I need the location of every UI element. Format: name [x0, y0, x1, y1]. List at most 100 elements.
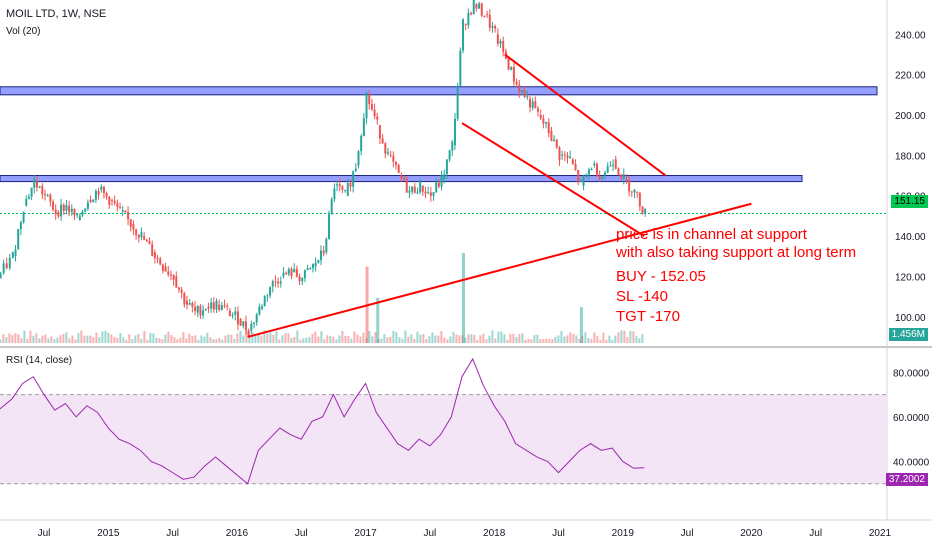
volume-bar [446, 339, 449, 343]
volume-bar [62, 333, 65, 343]
x-tick-label: 2020 [740, 528, 763, 539]
volume-bar [122, 337, 125, 343]
volume-bar [104, 330, 107, 343]
volume-bar [86, 335, 89, 343]
volume-bar [185, 338, 188, 343]
candle [242, 321, 245, 326]
annotation-buy: BUY - 152.05 [616, 268, 706, 285]
volume-bar [155, 337, 158, 343]
volume-bar [629, 330, 632, 343]
volume-bar [515, 337, 518, 343]
volume-bar [500, 331, 503, 343]
volume-bar [203, 336, 206, 343]
volume-bar [545, 338, 548, 343]
volume-bar [431, 332, 434, 343]
x-tick-label: 2019 [612, 528, 635, 539]
candle [255, 314, 258, 323]
volume-bar [458, 335, 461, 343]
candle [94, 191, 97, 200]
candle [57, 211, 60, 217]
candle [156, 258, 159, 260]
candle [44, 194, 46, 196]
candle [19, 222, 22, 230]
candle [539, 115, 542, 119]
volume-bar [476, 339, 479, 343]
volume-bar [557, 335, 560, 343]
candle [330, 199, 333, 215]
candle [587, 169, 590, 175]
volume-bar [8, 333, 11, 343]
x-tick-label: 2021 [869, 528, 892, 539]
volume-bar [593, 332, 596, 343]
candle [301, 278, 304, 282]
candle [212, 302, 215, 310]
volume-bar [368, 331, 371, 343]
volume-bar [326, 335, 329, 343]
volume-bar [191, 335, 194, 343]
volume-bar [107, 332, 110, 343]
volume-bar [257, 333, 260, 343]
candle [520, 89, 523, 93]
candle [472, 0, 475, 15]
volume-bar [551, 338, 554, 343]
y-tick-label: 100.00 [895, 313, 926, 324]
volume-bar [284, 333, 287, 343]
candle [496, 34, 499, 44]
candle [617, 168, 620, 175]
candle [373, 109, 376, 117]
candle [5, 263, 8, 269]
candle [486, 14, 489, 16]
candle [38, 186, 41, 188]
volume-bar [485, 339, 488, 343]
volume-bar [209, 337, 212, 343]
candles [0, 0, 647, 338]
candle [376, 116, 379, 120]
candle [113, 200, 116, 204]
candle [186, 300, 189, 305]
candle [365, 92, 368, 119]
candle [180, 289, 183, 293]
candle [135, 229, 138, 235]
candle [491, 26, 494, 28]
candle [638, 192, 641, 207]
volume-bar [314, 331, 317, 343]
volume-bar [617, 332, 620, 343]
candle [290, 268, 293, 277]
candle [11, 252, 14, 258]
candle [510, 67, 513, 70]
volume-bar [623, 330, 626, 343]
volume-spike [376, 298, 380, 343]
candle [258, 306, 261, 315]
x-tick-label: 2017 [354, 528, 377, 539]
candle [462, 19, 464, 51]
candle [210, 302, 213, 309]
candle [357, 151, 360, 166]
candle [606, 166, 609, 173]
volume-bar [491, 330, 494, 343]
candle [641, 206, 644, 214]
volume-bar [524, 339, 527, 343]
candle [282, 272, 285, 277]
volume-bar [512, 333, 515, 343]
candle [336, 184, 339, 186]
volume-bar [503, 334, 506, 343]
volume-bar [83, 335, 86, 343]
price-badge: 151.15 [891, 195, 928, 208]
x-tick-label: 2018 [483, 528, 506, 539]
candle [411, 186, 414, 192]
candle [188, 303, 191, 305]
volume-bar [221, 339, 224, 343]
volume-bar [341, 330, 344, 343]
candle [553, 139, 556, 142]
candle [183, 292, 186, 305]
volume-bar [146, 339, 149, 343]
volume-bar [596, 336, 599, 343]
volume-bar [134, 335, 137, 343]
candle [25, 198, 28, 206]
candle [352, 171, 355, 187]
candle [384, 143, 387, 154]
volume-bar [212, 339, 215, 343]
volume-bar [584, 332, 587, 343]
candle [172, 275, 175, 280]
volume-bar [608, 335, 611, 343]
